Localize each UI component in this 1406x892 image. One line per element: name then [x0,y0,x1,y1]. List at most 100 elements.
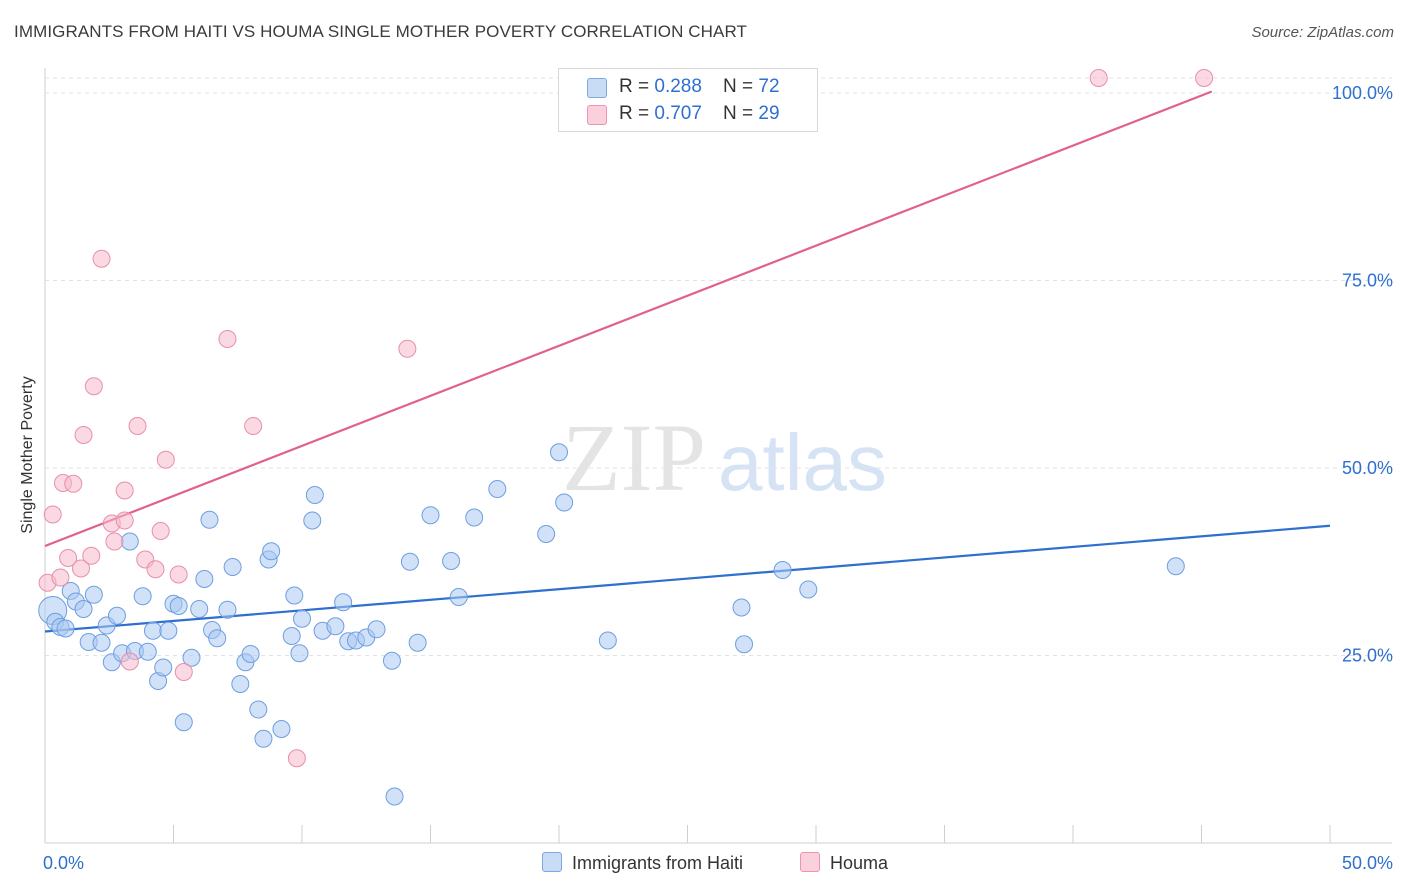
point-haiti [208,629,227,648]
point-haiti [385,787,404,806]
point-haiti [56,619,75,638]
point-haiti [1166,557,1185,576]
point-haiti [195,570,214,588]
point-haiti [262,542,281,561]
point-houma [82,546,101,565]
point-houma [218,330,237,348]
legend-swatch-haiti [587,78,607,98]
bottom-legend-swatch-houma [800,852,820,872]
point-haiti [218,600,237,619]
point-haiti [107,606,126,625]
point-haiti [254,729,273,748]
point-haiti [799,580,818,599]
point-haiti [598,631,617,650]
point-houma [59,549,78,567]
x-tick-label: 50.0% [1342,853,1393,873]
point-houma [244,417,263,435]
point-houma [84,377,103,396]
bottom-legend-swatch-haiti [542,852,562,872]
data-points [38,69,1214,806]
legend-r-label: R = [619,103,655,124]
point-haiti [367,620,386,639]
legend-r-value-haiti: 0.288 [654,76,702,97]
watermark: ZIP atlas [562,404,887,511]
point-haiti [449,588,468,606]
gridlines [45,77,1392,656]
point-haiti [249,700,268,719]
point-haiti [223,558,242,576]
point-haiti [334,593,353,612]
trend-line-houma [44,90,1213,548]
point-haiti [190,600,209,618]
y-tick-label: 100.0% [1332,83,1393,103]
point-haiti [293,609,311,628]
point-houma [169,565,188,584]
point-haiti [169,597,188,615]
point-haiti [442,552,461,570]
legend-n-value-haiti: 72 [758,76,780,97]
point-haiti [133,587,152,606]
point-haiti [200,510,219,529]
point-haiti [182,648,201,667]
point-haiti [488,480,507,498]
legend-n-label: N = [723,103,759,124]
trend-line-haiti [44,524,1331,633]
point-houma [43,505,62,524]
legend-r-value-houma: 0.707 [654,103,702,124]
point-haiti [174,713,193,732]
point-houma [174,663,193,681]
point-haiti [465,508,484,527]
source-label: Source: ZipAtlas.com [1251,24,1394,41]
point-haiti [120,532,139,551]
point-haiti [550,443,568,462]
legend-r-label: R = [619,76,655,97]
point-houma [1089,69,1108,87]
point-haiti [290,644,309,663]
point-haiti [555,493,574,512]
point-haiti [154,658,173,677]
point-houma [105,532,124,551]
point-houma [51,568,70,587]
bottom-legend-label-houma: Houma [830,853,889,873]
bottom-legend-houma: Houma [800,852,888,874]
point-haiti [382,651,401,670]
point-houma [74,426,93,444]
point-haiti [732,598,751,617]
point-haiti [74,600,93,618]
point-houma [146,560,165,579]
watermark-atlas: atlas [718,418,887,507]
trend-lines [44,90,1331,633]
legend-swatch-houma [587,105,607,125]
point-haiti [143,621,162,640]
point-haiti [92,633,111,652]
correlation-legend: R = 0.288 N = 72 R = 0.707 N = 29 [558,68,818,132]
y-tick-label: 75.0% [1342,271,1393,291]
point-haiti [326,617,345,636]
point-houma [115,481,134,500]
point-haiti [400,552,419,571]
x-tick-label: 0.0% [43,853,84,873]
point-houma [156,450,175,469]
point-haiti [241,645,260,663]
point-houma [128,417,147,435]
y-tick-label: 50.0% [1342,458,1393,478]
chart-title: IMMIGRANTS FROM HAITI VS HOUMA SINGLE MO… [14,22,748,41]
point-haiti [305,486,324,504]
point-haiti [282,627,301,645]
point-haiti [735,635,754,654]
legend-n-label: N = [723,76,759,97]
point-haiti [537,525,556,543]
watermark-zip: ZIP [562,404,706,511]
bottom-legend-label-haiti: Immigrants from Haiti [572,853,744,873]
point-haiti [773,561,792,579]
point-houma [398,339,417,358]
point-houma [64,474,83,493]
point-haiti [231,675,250,693]
point-houma [71,559,90,578]
point-houma [151,522,170,540]
point-haiti [303,511,322,530]
point-houma [1195,69,1214,87]
point-houma [92,249,111,268]
point-haiti [138,642,157,661]
